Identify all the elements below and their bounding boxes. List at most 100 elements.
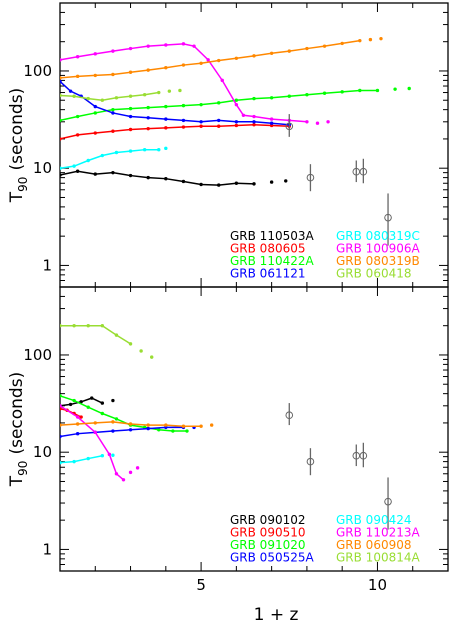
series-line [60,89,378,122]
series-point [128,114,133,119]
series-tail-point [407,86,411,91]
series-point [157,90,161,95]
series-line [60,148,159,169]
series-tail-point [139,349,143,353]
series-point [75,114,80,119]
series-point [234,98,239,102]
series-point [93,111,97,115]
series-point [75,55,80,59]
series-point [60,58,62,62]
series-point [128,70,133,74]
series-point [181,118,186,123]
series-tail-point [135,466,140,470]
y-tick-label: 1 [42,256,52,274]
series-point [234,120,239,124]
series-point [322,44,327,48]
series-point [146,126,150,131]
series-point [128,106,133,111]
series-point [142,147,147,152]
series-point [252,54,256,58]
series-point [114,417,119,421]
series-point [146,44,150,48]
legend-entry: GRB 090102 [230,513,306,527]
series-point [164,126,168,130]
series-point [199,424,203,428]
series-tail-point [393,87,397,91]
series-point [60,79,62,84]
series-point [252,182,256,186]
x-tick-label: 5 [196,576,206,594]
series-point [217,183,221,187]
series-point [217,118,221,123]
series-line [60,405,124,481]
observed-point [306,457,315,466]
series-point [241,113,246,117]
series-point [60,394,62,398]
plot-area [60,323,392,530]
y-tick-label: 100 [23,62,52,80]
y-tick-label: 1 [42,540,52,558]
series-tail-point [164,146,168,151]
y-tick-label: 10 [33,443,52,461]
series-point [93,430,97,435]
series-point [60,173,62,177]
legend-entry: GRB 060418 [336,267,412,281]
series-point [157,428,161,432]
series-point [146,175,150,180]
series-point [234,181,239,185]
series-point [199,102,203,107]
series-point [60,137,62,141]
series-point [269,117,274,121]
y-axis-label: T90 (seconds) [7,88,30,203]
series-point [199,124,203,128]
series-point [128,149,133,153]
series-point [146,426,150,431]
series-point [305,120,309,124]
series-point [128,94,133,98]
series-point [181,63,186,67]
series-point [121,478,126,482]
series-line [60,39,360,79]
series-point [75,74,80,79]
y-tick-label: 100 [23,346,52,364]
series-point [79,415,83,419]
series-tail-point [111,453,115,457]
series-point [93,52,97,56]
series-point [93,421,97,425]
series-tail-point [379,36,383,41]
series-point [181,42,186,46]
series-point [60,423,62,427]
series-point [217,124,221,128]
series-point [217,101,221,105]
series-point [79,400,83,404]
series-point [75,133,80,137]
series-point [93,131,97,135]
series-tail-point [128,470,133,475]
series-point [375,88,380,93]
series-point [111,72,115,77]
legend-entry: GRB 090424 [336,513,412,527]
legend-entry: GRB 080605 [230,242,306,256]
series-point [72,459,76,464]
series-point [111,107,115,112]
series-point [60,93,62,98]
series-point [252,123,256,127]
series-point [93,73,97,78]
series-point [220,78,224,83]
series-point [164,43,168,47]
series-point [157,147,161,152]
series-point [111,49,115,53]
panel-frame [59,286,449,572]
series-point [252,120,256,124]
series-tail-point [269,180,274,184]
series-point [252,114,256,119]
series-point [100,411,105,416]
series-line [60,43,307,123]
series-line [60,170,255,186]
y-axis-label-symbol: T [7,191,27,203]
series-point [114,333,119,337]
series-point [75,431,80,436]
